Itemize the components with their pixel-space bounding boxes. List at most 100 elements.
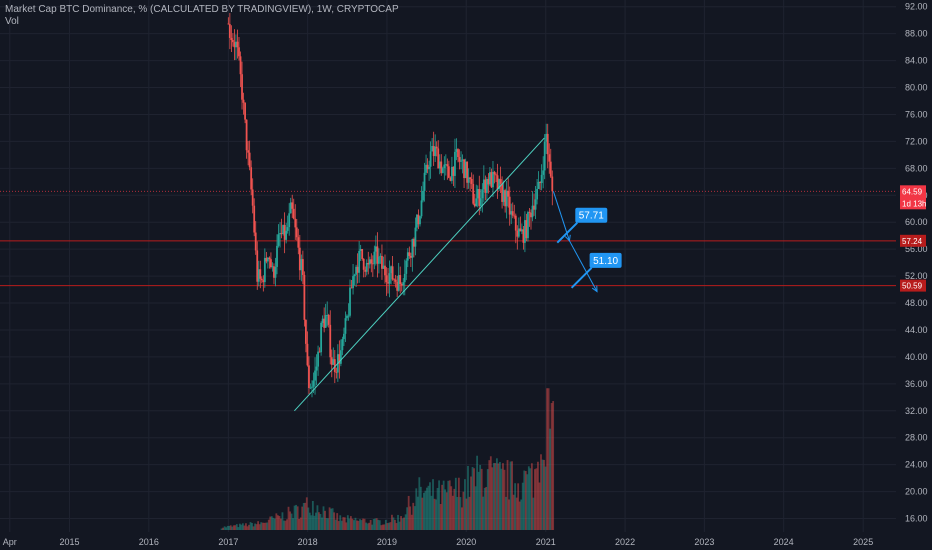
candle-body: [534, 199, 537, 210]
volume-bar: [486, 469, 489, 530]
horizontal-levels[interactable]: [0, 190, 896, 287]
candle-body: [542, 170, 545, 175]
y-tick-label: 20.00: [905, 487, 928, 497]
price-axis[interactable]: 16.00 20.00 24.00 28.00 32.00 36.00 40.00 44.00…: [896, 0, 932, 550]
candle-body: [396, 281, 399, 291]
candle-body: [399, 275, 402, 285]
candle-body: [498, 179, 500, 190]
volume-bar: [397, 514, 399, 530]
x-tick-label: 2017: [218, 537, 238, 547]
candle-body: [551, 176, 554, 192]
candle-body: [452, 166, 455, 176]
candle-body: [367, 262, 370, 265]
volume-bar: [222, 527, 225, 530]
price-candles[interactable]: [227, 12, 554, 398]
volume-bar: [234, 525, 237, 530]
candle-body: [388, 273, 391, 284]
volume-bar: [550, 403, 553, 530]
y-tick-label: 32.00: [905, 406, 928, 416]
volume-bar: [295, 504, 298, 530]
volume-bar: [255, 524, 258, 530]
candle-body: [301, 259, 304, 275]
volume-bar: [499, 461, 501, 530]
candle-body: [516, 230, 519, 237]
trendline[interactable]: [294, 137, 545, 412]
x-tick-label: 2025: [853, 537, 873, 547]
volume-bar: [426, 487, 428, 530]
candle-body: [393, 279, 396, 281]
price-callouts[interactable]: 57.71 51.10: [556, 207, 622, 289]
volume-bar: [422, 492, 425, 530]
candle-body: [451, 166, 453, 181]
candle-body: [317, 351, 319, 367]
price-badge: [900, 185, 926, 210]
volume-bar: [447, 480, 450, 530]
volume-bar: [301, 506, 304, 530]
candle-body: [244, 102, 246, 120]
candle-body: [359, 248, 362, 251]
volume-bar: [535, 468, 538, 530]
candle-body: [338, 354, 341, 364]
candle-body: [271, 266, 274, 268]
price-axis-background: [896, 0, 932, 550]
volume-bar: [506, 460, 509, 530]
candle-body: [499, 179, 502, 184]
volume-bar: [276, 515, 279, 530]
volume-bar: [313, 515, 316, 530]
callout-box: [589, 252, 622, 268]
candle-body: [402, 282, 405, 286]
candle-body: [365, 262, 368, 272]
candle-body: [482, 179, 485, 190]
chart-legend: Market Cap BTC Dominance, % (CALCULATED …: [5, 4, 399, 28]
candle-body: [419, 216, 421, 225]
volume-bar: [223, 526, 226, 530]
volume-bar: [318, 512, 320, 530]
candle-body: [420, 200, 423, 217]
candle-body: [384, 265, 386, 276]
candle-body: [370, 259, 373, 264]
candle-body: [356, 266, 359, 273]
volume-bar: [264, 522, 267, 530]
candle-body: [266, 257, 269, 262]
candle-body: [312, 380, 315, 387]
candle-body: [530, 212, 532, 218]
candle-body: [327, 314, 330, 325]
volume-bar: [283, 520, 285, 530]
candle-body: [286, 227, 289, 231]
volume-bar: [489, 456, 492, 530]
x-tick-label: 2018: [298, 537, 318, 547]
candle-body: [411, 239, 414, 258]
candle-body: [484, 179, 487, 193]
candle-body: [511, 211, 514, 216]
volume-bar: [502, 463, 504, 530]
candle-body: [326, 314, 329, 316]
volume-bar: [419, 486, 422, 530]
y-tick-label: 16.00: [905, 514, 928, 524]
candle-body: [428, 166, 430, 170]
candle-body: [289, 202, 292, 214]
trendline-line: [294, 137, 545, 412]
projection-line: [569, 240, 598, 292]
volume-bar: [321, 517, 323, 530]
volume-bar: [392, 517, 395, 530]
volume-bar: [356, 520, 358, 530]
candle-body: [414, 227, 417, 247]
volume-bar: [363, 518, 366, 530]
y-tick-label: 48.00: [905, 298, 928, 308]
candle-body: [545, 133, 548, 142]
candle-body: [232, 39, 234, 43]
volume-bar: [369, 519, 372, 530]
level-badge-label: 50.59: [902, 282, 923, 291]
candle-body: [513, 215, 516, 217]
volume-bar: [346, 515, 349, 530]
volume-bar: [480, 468, 483, 530]
volume-bar: [383, 524, 386, 530]
volume-bar: [377, 519, 380, 530]
time-axis[interactable]: Apr 2015 2016 2017 2018 2019 2020 2021 2022 2023 2…: [0, 532, 932, 550]
candle-body: [285, 230, 288, 240]
volume-bar: [257, 521, 260, 530]
candle-body: [485, 179, 488, 193]
volume-bar: [228, 525, 231, 530]
candle-body: [273, 266, 275, 278]
